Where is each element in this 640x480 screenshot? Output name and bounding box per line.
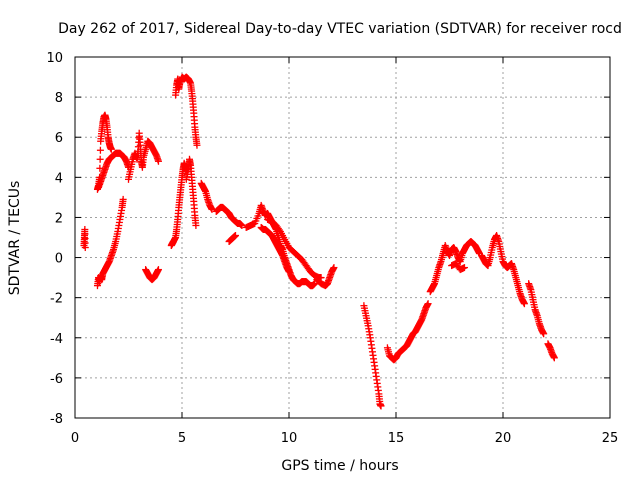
y-tick-label: 0 bbox=[55, 252, 63, 267]
data-point bbox=[107, 145, 115, 153]
data-point bbox=[460, 264, 468, 272]
y-tick-label: 10 bbox=[46, 51, 63, 66]
data-point bbox=[96, 146, 104, 154]
chart-title: Day 262 of 2017, Sidereal Day-to-day VTE… bbox=[58, 21, 622, 37]
y-tick-label: 8 bbox=[55, 91, 63, 106]
y-tick-label: 6 bbox=[55, 131, 63, 146]
data-point bbox=[208, 205, 216, 213]
x-axis-label: GPS time / hours bbox=[281, 458, 398, 474]
y-tick-label: 2 bbox=[55, 211, 63, 226]
data-point bbox=[119, 195, 127, 203]
y-axis-label: SDTVAR / TECUs bbox=[7, 181, 23, 296]
y-tick-label: -8 bbox=[50, 412, 63, 427]
grid-lines bbox=[75, 57, 610, 418]
x-tick-label: 10 bbox=[281, 431, 298, 446]
x-axis-tick-labels: 0 5 10 15 20 25 bbox=[71, 431, 618, 446]
data-point bbox=[311, 280, 319, 288]
data-point bbox=[193, 141, 201, 149]
axis-ticks bbox=[74, 56, 611, 419]
y-tick-label: -4 bbox=[50, 332, 63, 347]
y-axis-tick-labels: -8 -6 -4 -2 0 2 4 6 8 10 bbox=[46, 51, 63, 427]
data-point bbox=[377, 402, 385, 410]
data-point bbox=[275, 226, 283, 234]
data-point bbox=[154, 266, 162, 274]
y-tick-label: 4 bbox=[55, 171, 63, 186]
data-point bbox=[232, 231, 239, 239]
data-point bbox=[96, 155, 104, 163]
plot-frame bbox=[74, 56, 611, 419]
x-tick-label: 20 bbox=[495, 431, 512, 446]
data-point bbox=[285, 268, 293, 276]
data-point bbox=[154, 157, 162, 165]
data-point bbox=[192, 221, 200, 229]
data-point bbox=[550, 354, 558, 362]
x-tick-label: 0 bbox=[71, 431, 79, 446]
data-point bbox=[424, 300, 432, 308]
x-tick-label: 15 bbox=[388, 431, 405, 446]
data-point bbox=[540, 330, 548, 338]
y-tick-label: -2 bbox=[50, 292, 63, 307]
data-point bbox=[330, 264, 338, 272]
y-tick-label: -6 bbox=[50, 372, 63, 387]
data-point bbox=[317, 274, 325, 282]
data-point bbox=[238, 221, 246, 229]
x-tick-label: 5 bbox=[178, 431, 186, 446]
data-point bbox=[520, 300, 528, 308]
data-point bbox=[81, 244, 89, 252]
x-tick-label: 25 bbox=[602, 431, 619, 446]
data-points bbox=[80, 73, 558, 410]
